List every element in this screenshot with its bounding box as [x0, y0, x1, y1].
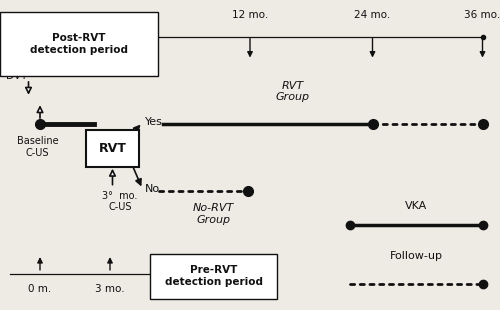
FancyBboxPatch shape: [150, 254, 278, 299]
Text: Follow-up: Follow-up: [390, 251, 443, 261]
Text: Post-RVT
detection period: Post-RVT detection period: [30, 33, 128, 55]
Text: 12 mo.: 12 mo.: [232, 10, 268, 20]
Text: No: No: [145, 184, 160, 194]
Text: No-RVT
Group: No-RVT Group: [192, 203, 234, 225]
Text: RVT
Group: RVT Group: [276, 81, 310, 102]
Text: Index
DVT: Index DVT: [6, 59, 34, 81]
Text: 0 m.: 0 m.: [28, 284, 52, 294]
Text: RVT: RVT: [98, 142, 126, 155]
FancyBboxPatch shape: [0, 12, 158, 76]
Text: VKA: VKA: [405, 201, 427, 211]
Text: Yes: Yes: [145, 117, 163, 127]
Text: 24 mo.: 24 mo.: [354, 10, 390, 20]
Text: Baseline
C-US: Baseline C-US: [16, 136, 58, 158]
FancyBboxPatch shape: [86, 130, 139, 167]
Text: 36 mo.: 36 mo.: [464, 10, 500, 20]
Text: 3°  mo.
C-US: 3° mo. C-US: [102, 191, 138, 212]
Text: Pre-RVT
detection period: Pre-RVT detection period: [165, 265, 263, 287]
Text: 3 mo.: 3 mo.: [95, 284, 125, 294]
